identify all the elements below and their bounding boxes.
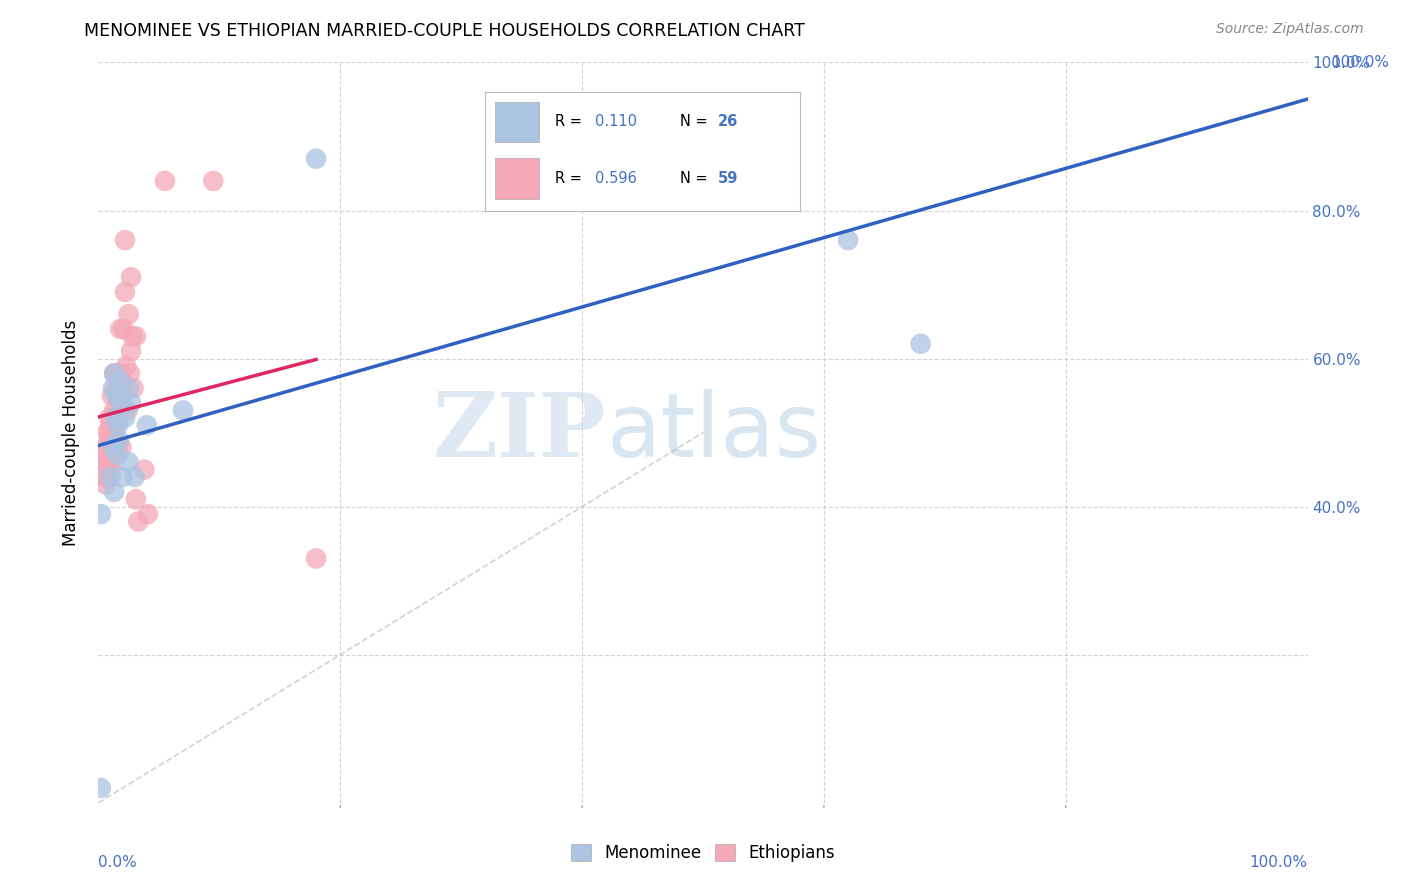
Point [111, 381, 134, 395]
Point [100, 448, 122, 462]
Point [100, 418, 122, 433]
Point [108, 433, 131, 447]
Point [96, 425, 118, 440]
Legend: Menominee, Ethiopians: Menominee, Ethiopians [564, 837, 842, 869]
Point [125, 329, 148, 343]
Point [114, 285, 136, 299]
Point [153, 174, 176, 188]
Point [108, 322, 131, 336]
Point [118, 455, 141, 469]
Point [97, 441, 120, 455]
Point [103, 367, 125, 381]
Point [100, 418, 122, 433]
Point [118, 367, 141, 381]
Point [107, 448, 129, 462]
Point [837, 233, 859, 247]
Y-axis label: Married-couple Households: Married-couple Households [62, 319, 80, 546]
Point [127, 515, 149, 529]
Point [135, 418, 157, 433]
Point [910, 336, 932, 351]
Point [121, 329, 143, 343]
Point [101, 381, 124, 395]
Point [110, 396, 132, 410]
Point [114, 410, 136, 425]
Point [103, 484, 125, 499]
Point [305, 551, 328, 566]
Point [595, 166, 617, 180]
Point [115, 359, 138, 373]
Text: 100.0%: 100.0% [1250, 855, 1308, 870]
Point [305, 152, 328, 166]
Point [105, 388, 128, 402]
Point [104, 433, 127, 447]
Point [172, 403, 194, 417]
Point [117, 403, 139, 417]
Point [134, 462, 156, 476]
Point [100, 470, 122, 484]
Point [122, 381, 145, 395]
Point [100, 462, 122, 476]
Point [118, 307, 141, 321]
Point [100, 441, 122, 455]
Point [104, 410, 127, 425]
Point [100, 448, 122, 462]
Point [118, 381, 141, 395]
Text: MENOMINEE VS ETHIOPIAN MARRIED-COUPLE HOUSEHOLDS CORRELATION CHART: MENOMINEE VS ETHIOPIAN MARRIED-COUPLE HO… [84, 22, 806, 40]
Point [120, 344, 142, 359]
Point [90, 507, 112, 521]
Point [120, 270, 142, 285]
Point [94, 441, 117, 455]
Text: Source: ZipAtlas.com: Source: ZipAtlas.com [1216, 22, 1364, 37]
Text: ZIP: ZIP [433, 389, 606, 476]
Point [98, 425, 121, 440]
Point [103, 448, 125, 462]
Point [105, 418, 128, 433]
Point [97, 455, 120, 469]
Point [93, 470, 115, 484]
Point [124, 470, 146, 484]
Text: 0.0%: 0.0% [98, 855, 138, 870]
Point [202, 174, 225, 188]
Point [101, 433, 124, 447]
Point [125, 492, 148, 507]
Point [98, 462, 121, 476]
Point [112, 322, 135, 336]
Point [105, 367, 128, 381]
Point [108, 388, 131, 402]
Point [110, 367, 132, 381]
Point [93, 448, 115, 462]
Point [108, 410, 131, 425]
Point [111, 470, 134, 484]
Point [97, 470, 120, 484]
Point [94, 477, 117, 491]
Point [107, 441, 129, 455]
Point [98, 433, 121, 447]
Point [103, 403, 125, 417]
Text: 100.0%: 100.0% [1331, 55, 1389, 70]
Point [96, 455, 118, 469]
Point [136, 507, 159, 521]
Point [97, 448, 120, 462]
Text: atlas: atlas [606, 389, 821, 476]
Point [90, 780, 112, 795]
Point [107, 418, 129, 433]
Point [103, 367, 125, 381]
Point [100, 388, 122, 402]
Point [98, 410, 121, 425]
Point [108, 374, 131, 388]
Point [120, 396, 142, 410]
Point [108, 396, 131, 410]
Point [91, 455, 114, 469]
Point [104, 381, 127, 395]
Point [107, 381, 129, 395]
Point [110, 441, 132, 455]
Point [94, 470, 117, 484]
Point [101, 441, 124, 455]
Point [114, 233, 136, 247]
